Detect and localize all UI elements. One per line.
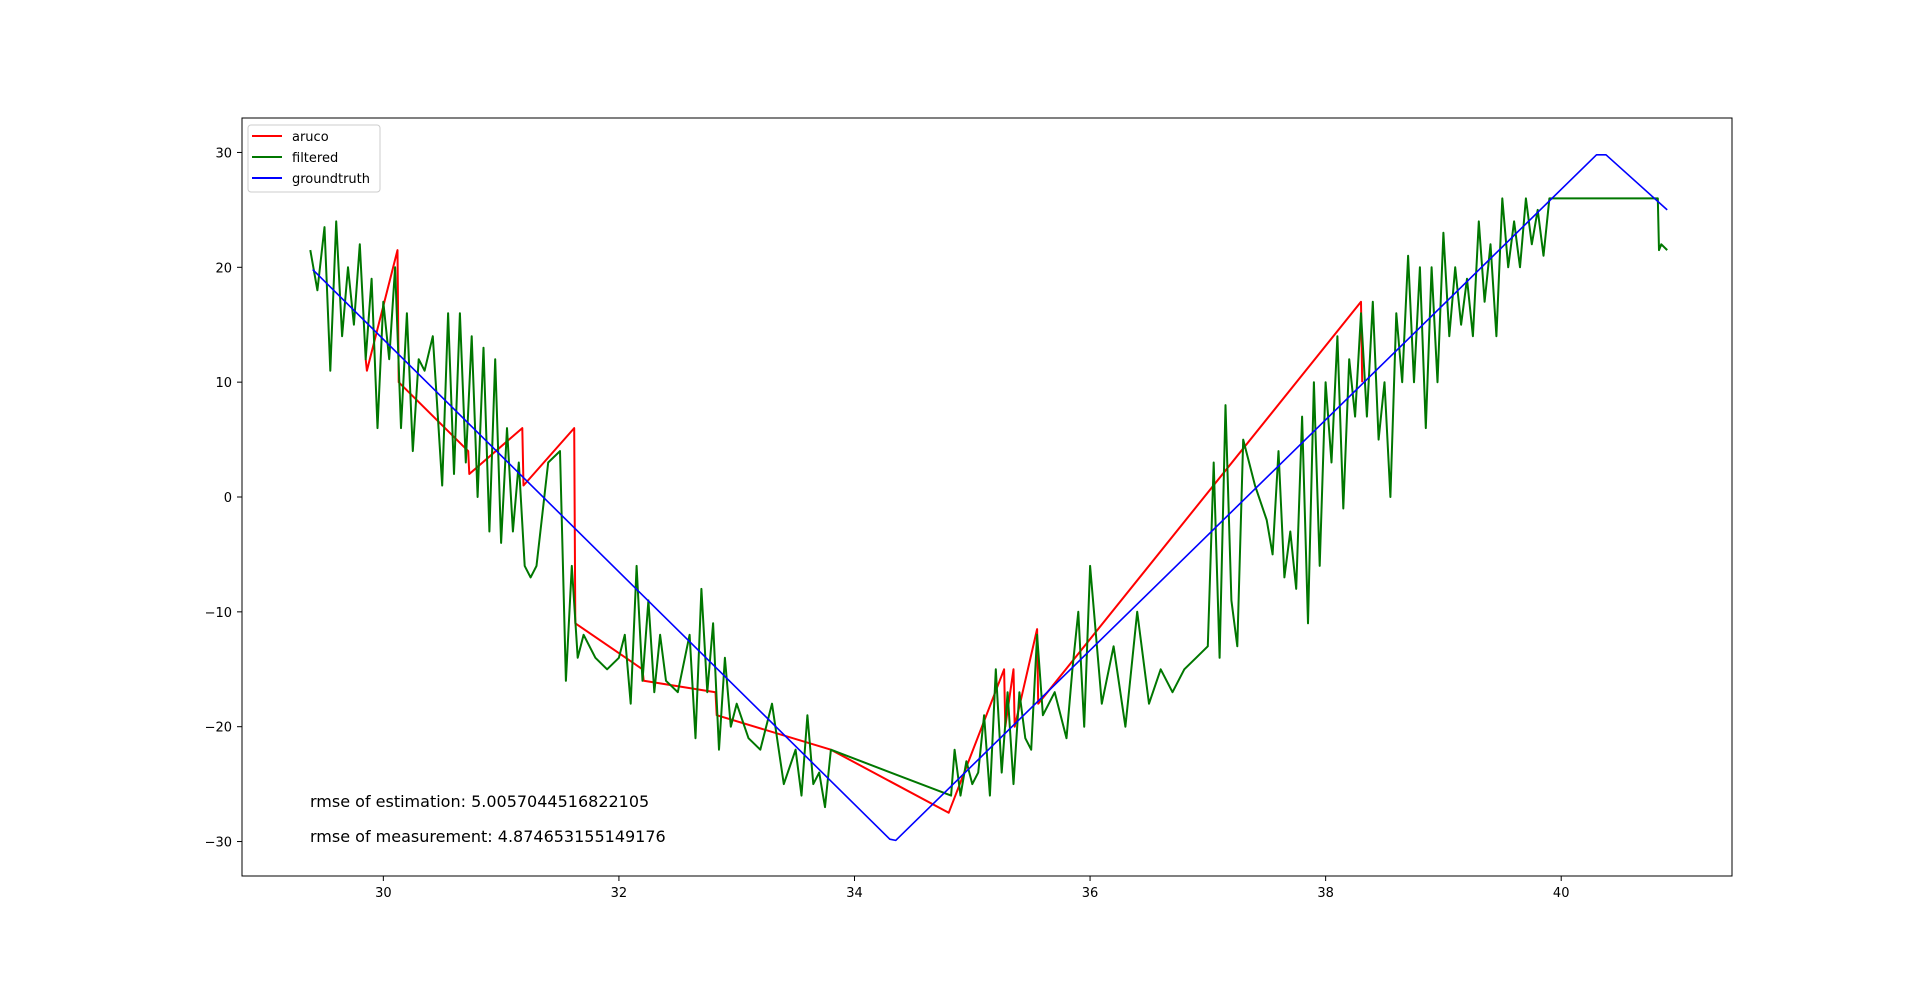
legend-groundtruth-label: groundtruth [292,172,370,187]
series-filtered-line [309,197,1668,809]
x-tick-label: 30 [375,886,392,901]
rmse-measurement-annotation: rmse of measurement: 4.874653155149176 [310,827,666,846]
y-tick-label: 30 [215,146,232,161]
y-tick-label: −30 [205,836,232,851]
series-groundtruth-line [312,154,1668,842]
x-axis: 30 32 34 36 38 40 [375,876,1569,901]
y-axis: −30 −20 −10 0 10 20 30 [205,146,242,851]
legend-aruco-label: aruco [292,130,329,145]
y-tick-label: 10 [215,376,232,391]
x-tick-label: 38 [1317,886,1334,901]
y-tick-label: −10 [205,606,232,621]
x-tick-label: 36 [1082,886,1099,901]
annotations: rmse of estimation: 5.0057044516822105 r… [310,792,666,846]
plot-lines [309,154,1668,842]
y-tick-label: 20 [215,261,232,276]
legend-box [247,124,381,193]
legend: aruco filtered groundtruth [247,124,381,193]
y-tick-label: −20 [205,721,232,736]
x-tick-label: 34 [846,886,863,901]
x-tick-label: 40 [1553,886,1570,901]
x-tick-label: 32 [611,886,628,901]
rmse-estimation-annotation: rmse of estimation: 5.0057044516822105 [310,792,649,811]
y-tick-label: 0 [224,491,232,506]
legend-filtered-label: filtered [292,151,338,166]
